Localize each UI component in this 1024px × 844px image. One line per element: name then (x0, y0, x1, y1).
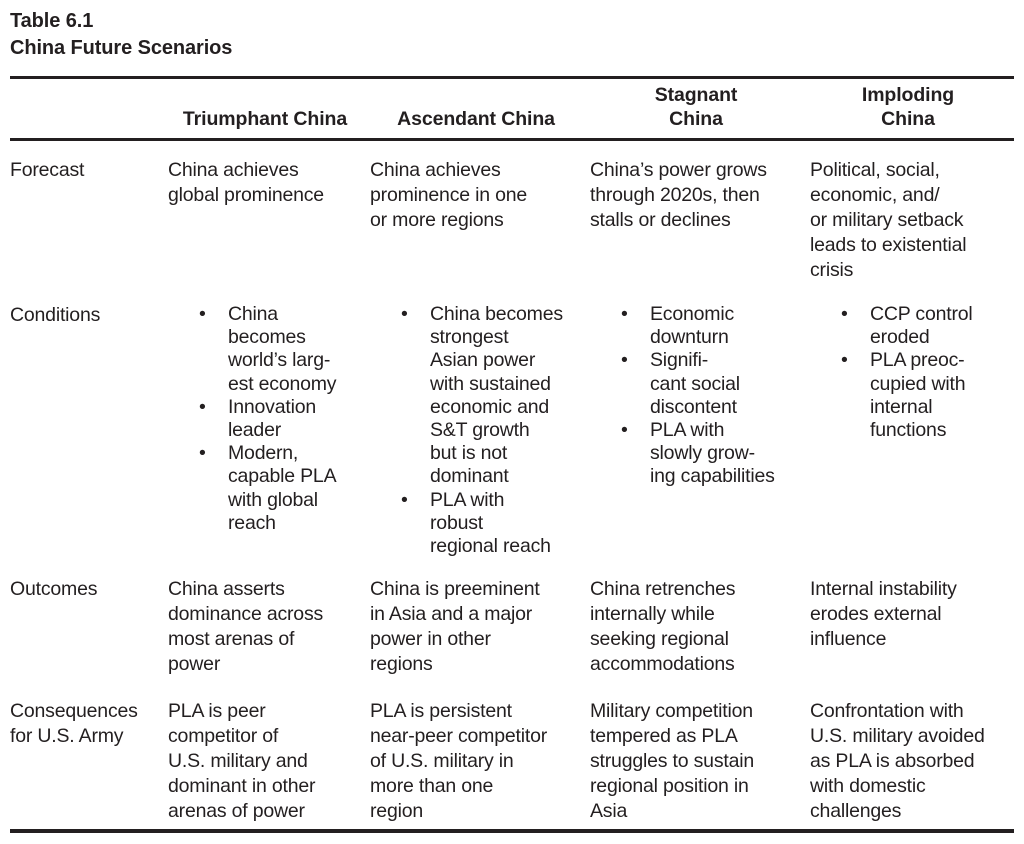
condition-item: • Innovation leader (199, 396, 362, 442)
conditions-list-ascendant: • China becomes strongest Asian power wi… (401, 303, 582, 558)
table-bottom-rule (10, 829, 1014, 834)
condition-text: Modern, capable PLA with global reach (228, 442, 337, 534)
cell-forecast-stagnant: China’s power grows through 2020s, then … (590, 159, 767, 231)
conditions-list-imploding: • CCP control eroded • PLA preoc- cupied… (841, 303, 1006, 442)
cell-consequences-triumphant: PLA is peer competitor of U.S. military … (168, 700, 316, 823)
bullet-icon: • (621, 303, 628, 325)
cell-outcomes-stagnant: China retrenches internally while seekin… (590, 578, 736, 676)
condition-item: • Economic downturn (621, 303, 802, 349)
cell-forecast-imploding: Political, social, economic, and/ or mil… (810, 159, 967, 281)
table-caption: Table 6.1 China Future Scenarios (10, 8, 1014, 62)
table-row-forecast: Forecast China achieves global prominenc… (10, 141, 1014, 303)
header-row: Triumphant China Ascendant China Stagnan… (10, 79, 1014, 138)
condition-text: Signifi- cant social discontent (650, 349, 740, 418)
cell-outcomes-imploding: Internal instability erodes external inf… (810, 578, 957, 651)
row-label-forecast: Forecast (10, 159, 85, 181)
conditions-list-triumphant: • China becomes world’s larg- est econom… (199, 303, 362, 535)
condition-item: • China becomes world’s larg- est econom… (199, 303, 362, 396)
condition-text: Economic downturn (650, 303, 735, 349)
row-label-outcomes: Outcomes (10, 578, 98, 601)
cell-forecast-triumphant: China achieves global prominence (168, 159, 324, 206)
condition-text: China becomes world’s larg- est economy (228, 303, 337, 395)
table-number: Table 6.1 (10, 10, 94, 32)
header-bottom-rule (10, 138, 1014, 141)
cell-forecast-ascendant: China achieves prominence in one or more… (370, 159, 528, 231)
column-header-triumphant-china: Triumphant China (182, 108, 348, 130)
cell-consequences-stagnant: Military competition tempered as PLA str… (590, 700, 755, 823)
bullet-icon: • (199, 442, 206, 465)
condition-item: • CCP control eroded (841, 303, 1006, 349)
cell-conditions-stagnant: • Economic downturn • Signifi- cant soci… (590, 303, 810, 558)
condition-text: PLA with robust regional reach (430, 488, 551, 558)
bullet-icon: • (841, 303, 848, 325)
bullet-icon: • (841, 349, 848, 372)
bullet-icon: • (621, 419, 628, 442)
conditions-list-stagnant: • Economic downturn • Signifi- cant soci… (621, 303, 802, 489)
condition-item: • Signifi- cant social discontent (621, 349, 802, 419)
condition-item: • PLA with robust regional reach (401, 489, 582, 559)
bullet-icon: • (621, 349, 628, 372)
cell-consequences-ascendant: PLA is persistent near-peer competitor o… (370, 700, 548, 823)
table-row-outcomes: Outcomes China asserts dominance across … (10, 577, 1014, 699)
condition-text: CCP control eroded (870, 303, 973, 349)
condition-text: China becomes strongest Asian power with… (430, 303, 563, 488)
condition-item: • China becomes strongest Asian power wi… (401, 303, 582, 489)
condition-item: • PLA preoc- cupied with internal functi… (841, 349, 1006, 442)
bullet-icon: • (401, 488, 408, 511)
table-top-rule (10, 76, 1014, 79)
bullet-icon: • (199, 395, 206, 418)
table-title: China Future Scenarios (10, 37, 233, 59)
cell-consequences-imploding: Confrontation with U.S. military avoided… (810, 700, 985, 823)
cell-outcomes-triumphant: China asserts dominance across most aren… (168, 578, 324, 676)
condition-text: PLA with slowly grow- ing capabilities (650, 419, 775, 488)
table-row-consequences: Consequences for U.S. Army PLA is peer c… (10, 699, 1014, 829)
column-header-imploding-china: Imploding China (861, 84, 955, 130)
bullet-icon: • (401, 303, 408, 325)
row-label-consequences: Consequences for U.S. Army (10, 700, 138, 748)
column-header-stagnant-china: Stagnant China (654, 84, 738, 130)
condition-text: PLA preoc- cupied with internal function… (870, 349, 966, 442)
cell-conditions-imploding: • CCP control eroded • PLA preoc- cupied… (810, 303, 1014, 558)
cell-outcomes-ascendant: China is preeminent in Asia and a major … (370, 578, 540, 676)
condition-item: • PLA with slowly grow- ing capabilities (621, 419, 802, 489)
bullet-icon: • (199, 303, 206, 325)
row-label-conditions: Conditions (10, 304, 101, 326)
cell-conditions-triumphant: • China becomes world’s larg- est econom… (168, 303, 370, 558)
condition-text: Innovation leader (228, 395, 316, 442)
china-future-scenarios-table: Triumphant China Ascendant China Stagnan… (10, 76, 1014, 834)
condition-item: • Modern, capable PLA with global reach (199, 442, 362, 535)
column-header-ascendant-china: Ascendant China (397, 108, 555, 130)
table-row-conditions: Conditions • China becomes world’s larg-… (10, 303, 1014, 577)
cell-conditions-ascendant: • China becomes strongest Asian power wi… (370, 303, 590, 558)
